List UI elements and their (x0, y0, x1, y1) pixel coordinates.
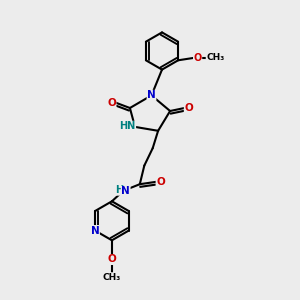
Text: N: N (121, 186, 130, 197)
Text: O: O (107, 254, 116, 265)
Text: O: O (184, 103, 193, 113)
Text: O: O (156, 177, 165, 187)
Text: O: O (194, 53, 202, 63)
Text: O: O (107, 98, 116, 108)
Text: H: H (115, 185, 123, 195)
Text: HN: HN (119, 121, 136, 131)
Text: CH₃: CH₃ (103, 273, 121, 282)
Text: N: N (147, 90, 156, 100)
Text: N: N (91, 226, 99, 236)
Text: CH₃: CH₃ (206, 53, 224, 62)
